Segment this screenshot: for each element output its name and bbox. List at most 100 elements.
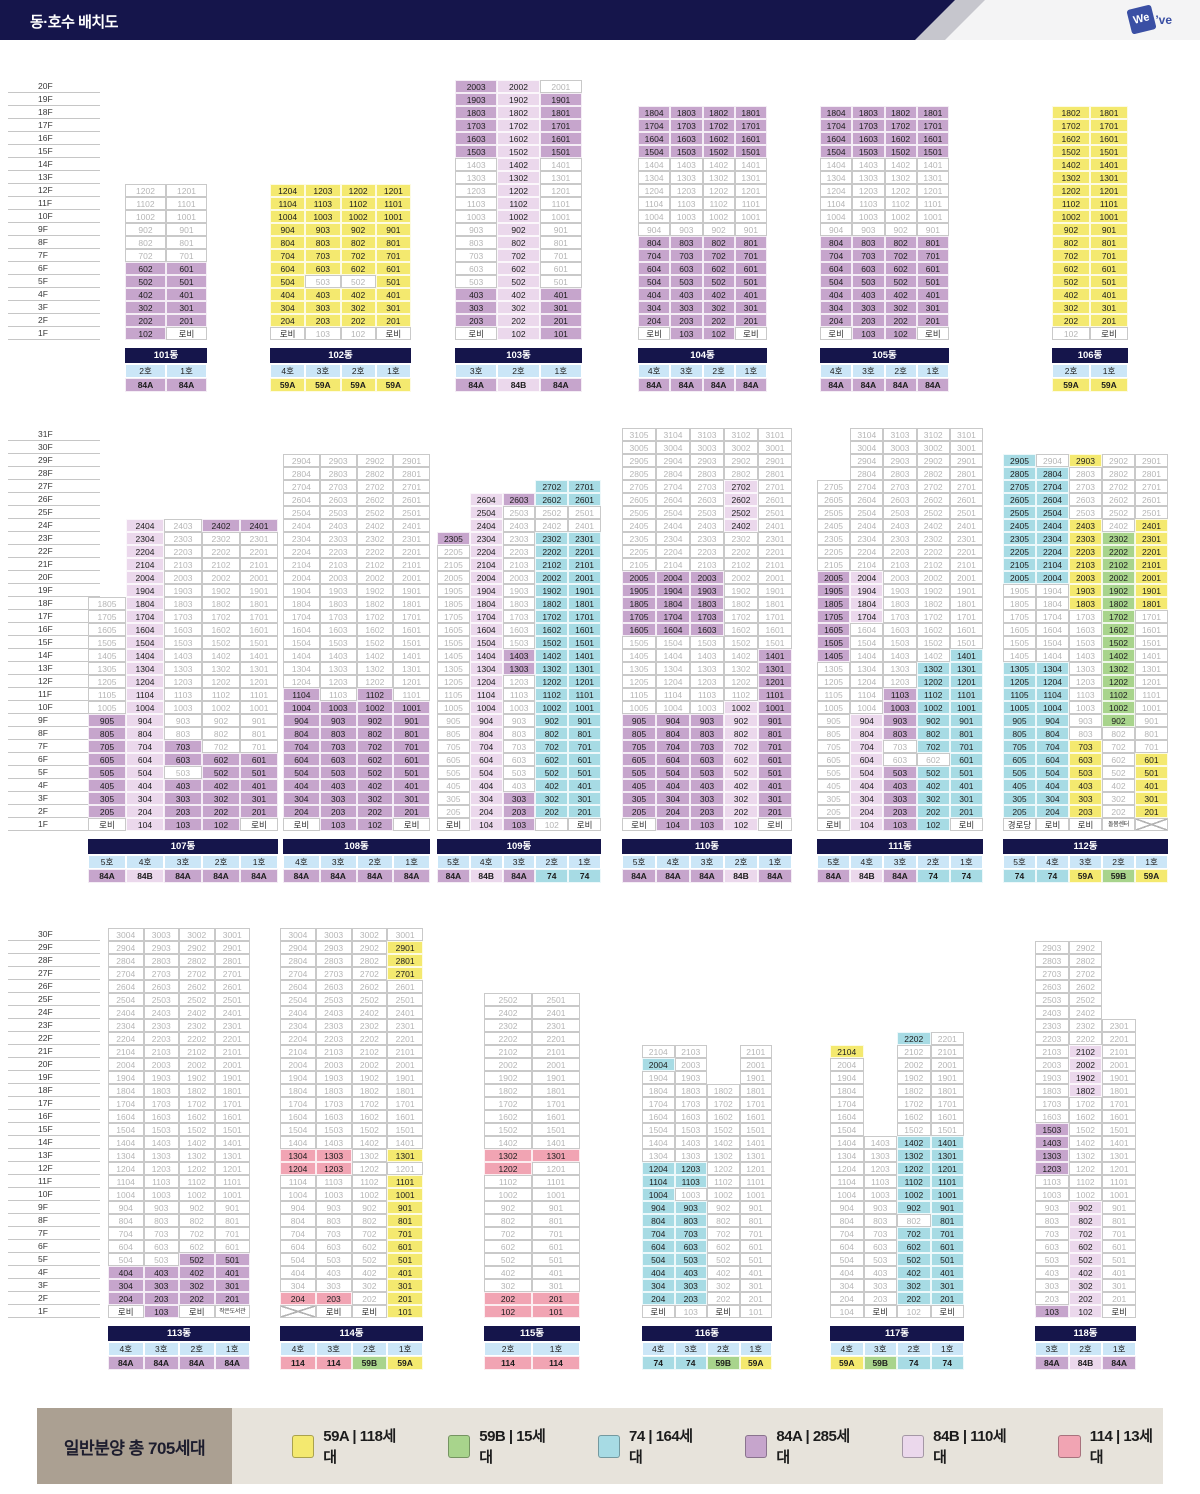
- unit-cell: 1802: [484, 1084, 532, 1097]
- unit-cell: 1005: [88, 701, 126, 714]
- unit-cell: 603: [143, 1240, 179, 1253]
- unit-cell: 902: [356, 714, 394, 727]
- unit-type-label: 74: [674, 1356, 707, 1370]
- unit-cell: 1202: [484, 1162, 532, 1175]
- unit-cell: 2601: [568, 493, 601, 506]
- unit-cell: 2205: [437, 545, 470, 558]
- unit-line-label: 2호: [351, 1342, 388, 1356]
- unit-cell: 1803: [455, 106, 498, 119]
- unit-cell: 1201: [539, 184, 582, 197]
- unit-cell: 1101: [539, 197, 582, 210]
- floor-label: 6F: [8, 262, 100, 275]
- unit-cell: 1502: [535, 636, 569, 649]
- unit-cell: 1105: [1003, 688, 1036, 701]
- unit-cell: 701: [375, 249, 411, 262]
- unit-cell: 1203: [502, 675, 536, 688]
- unit-cell: 505: [437, 766, 470, 779]
- unit-cell: 2301: [568, 532, 601, 545]
- unit-cell: 1502: [916, 636, 950, 649]
- unit-cell: 301: [734, 301, 767, 314]
- unit-cell: 505: [1003, 766, 1036, 779]
- unit-cell: 1704: [108, 1097, 144, 1110]
- unit-cell: 804: [126, 727, 164, 740]
- unit-cell: 1404: [638, 158, 671, 171]
- unit-cell: 202: [179, 1292, 215, 1305]
- unit-cell: 403: [670, 288, 703, 301]
- unit-cell: 2001: [568, 571, 601, 584]
- unit-cell: 102: [1068, 1305, 1103, 1318]
- unit-cell: 703: [690, 740, 724, 753]
- unit-cell: 701: [930, 1227, 964, 1240]
- unit-cell: 2802: [1068, 954, 1103, 967]
- unit-cell: 1202: [707, 1162, 740, 1175]
- unit-cell: 3005: [622, 441, 656, 454]
- floor-label: 20F: [8, 1058, 100, 1071]
- unit-cell: 3001: [387, 928, 423, 941]
- unit-cell: 1502: [1102, 636, 1135, 649]
- unit-cell: 202: [340, 314, 376, 327]
- floor-label: 29F: [8, 454, 100, 467]
- unit-cell: 3002: [724, 441, 758, 454]
- unit-cell: 로비: [916, 327, 949, 340]
- unit-cell: 1302: [702, 171, 735, 184]
- unit-cell: 2202: [916, 545, 950, 558]
- unit-cell: 1002: [535, 701, 569, 714]
- unit-type-label: 84A: [758, 869, 792, 883]
- unit-type-label: 59B: [1102, 869, 1135, 883]
- unit-cell: 1702: [916, 610, 950, 623]
- unit-cell: 1505: [437, 636, 470, 649]
- unit-cell: 2601: [949, 493, 983, 506]
- unit-cell: 402: [202, 779, 240, 792]
- unit-cell: 2302: [535, 532, 569, 545]
- unit-cell: 603: [305, 262, 341, 275]
- legend-swatch-59A: [292, 1434, 315, 1458]
- unit-cell: 1601: [532, 1110, 580, 1123]
- unit-cell: 202: [1052, 314, 1090, 327]
- unit-cell: 1102: [1068, 1175, 1103, 1188]
- unit-cell: 1601: [1102, 1110, 1136, 1123]
- unit-cell: 604: [280, 1240, 316, 1253]
- unit-cell: 1803: [1035, 1084, 1069, 1097]
- unit-cell: 1202: [884, 184, 917, 197]
- unit-cell: 804: [283, 727, 320, 740]
- unit-cell: 경로당: [1003, 818, 1036, 831]
- unit-cell: 2002: [1102, 571, 1135, 584]
- unit-cell: 205: [88, 805, 126, 818]
- unit-cell: 302: [351, 1279, 388, 1292]
- unit-cell: 2302: [1102, 532, 1135, 545]
- unit-cell: 302: [125, 301, 166, 314]
- unit-cell: 2603: [315, 980, 352, 993]
- legend-label: 114 | 13세대: [1089, 1428, 1153, 1466]
- unit-cell: 405: [88, 779, 126, 792]
- unit-cell: 704: [283, 740, 320, 753]
- unit-cell: 1804: [656, 597, 690, 610]
- unit-cell: 1603: [455, 132, 498, 145]
- unit-line-row: 4호 3호 2호 1호: [108, 1342, 250, 1356]
- unit-cell: 1704: [283, 610, 320, 623]
- unit-cell: 1001: [739, 1188, 772, 1201]
- unit-cell: 1303: [315, 1149, 352, 1162]
- unit-cell: 2301: [1135, 532, 1168, 545]
- floor-label: 10F: [8, 1188, 100, 1201]
- unit-cell: 702: [1052, 249, 1090, 262]
- unit-cell: 1104: [830, 1175, 864, 1188]
- unit-cell: 1002: [724, 701, 758, 714]
- unit-cell: 2703: [883, 480, 917, 493]
- unit-type-label: 84A: [166, 378, 207, 392]
- floor-label: 1F: [8, 818, 100, 831]
- unit-cell: 2203: [690, 545, 724, 558]
- unit-cell: 1804: [820, 106, 853, 119]
- unit-cell: 904: [270, 223, 306, 236]
- unit-cell: 1001: [916, 210, 949, 223]
- unit-line-label: 2호: [125, 364, 166, 378]
- unit-cell: 1601: [1090, 132, 1128, 145]
- unit-cell: 401: [739, 1266, 772, 1279]
- building-footer: 117동 4호 3호 2호 1호 59A 59B 74 74: [830, 1326, 964, 1370]
- unit-cell: 602: [497, 262, 540, 275]
- unit-cell: 1303: [883, 662, 917, 675]
- unit-type-label: 84A: [690, 869, 724, 883]
- unit-cell: 203: [670, 314, 703, 327]
- unit-cell: 2605: [817, 493, 851, 506]
- unit-cell: 1502: [356, 636, 394, 649]
- unit-cell: 2201: [1102, 1032, 1136, 1045]
